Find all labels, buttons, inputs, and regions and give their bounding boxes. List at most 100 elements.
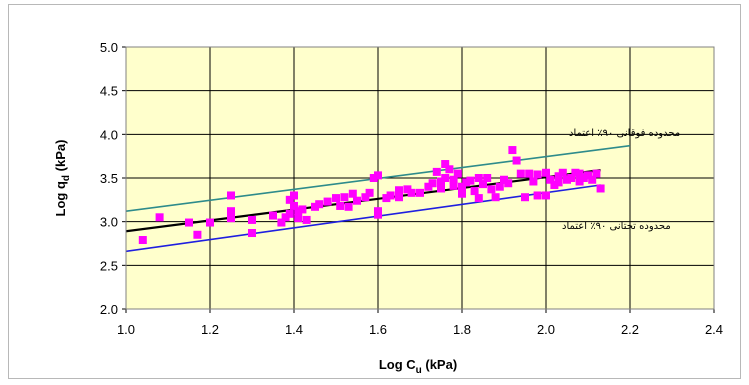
y-tick-label: 4.0 <box>100 127 118 142</box>
data-point <box>323 197 332 206</box>
data-point <box>588 175 597 184</box>
data-point <box>369 174 378 182</box>
data-point <box>290 191 298 200</box>
data-point <box>525 169 534 178</box>
data-point <box>516 169 525 178</box>
data-point <box>592 169 601 178</box>
data-point <box>458 189 466 198</box>
data-point <box>521 193 529 202</box>
y-tick-label: 2.5 <box>100 258 118 273</box>
x-tick-label: 1.6 <box>369 322 387 337</box>
data-point <box>441 160 450 169</box>
data-point <box>500 175 508 184</box>
data-point <box>344 202 353 211</box>
data-point <box>542 191 550 200</box>
data-point <box>449 181 458 190</box>
data-point <box>294 207 303 216</box>
data-point <box>491 193 500 202</box>
data-point <box>386 191 395 200</box>
x-axis-ticks: 1.0 1.2 1.4 1.6 1.8 2.0 2.2 2.4 <box>117 309 723 337</box>
data-point <box>571 168 580 177</box>
data-point <box>504 179 513 188</box>
data-point <box>269 211 277 220</box>
data-point <box>185 218 193 227</box>
data-point <box>575 177 584 186</box>
data-point <box>474 194 483 203</box>
data-point <box>437 184 445 193</box>
data-point <box>227 214 235 223</box>
data-point <box>563 175 571 184</box>
y-tick-label: 4.5 <box>100 84 118 99</box>
data-point <box>285 195 294 204</box>
data-point <box>445 165 454 174</box>
data-point <box>395 193 403 202</box>
data-point <box>474 174 483 182</box>
chart-frame: 2.0 2.5 3.0 3.5 4.0 4.5 5.0 1.0 1.2 1.4 1.6 1.8 2.0… <box>8 4 741 379</box>
data-point <box>302 215 311 224</box>
data-point <box>441 174 450 182</box>
data-point <box>374 171 382 180</box>
data-point <box>449 175 458 184</box>
data-point <box>395 186 403 195</box>
data-point <box>155 213 164 222</box>
x-tick-label: 1.0 <box>117 322 135 337</box>
data-point <box>290 201 298 210</box>
data-point <box>416 188 424 197</box>
data-point <box>554 172 563 181</box>
plot-border <box>125 46 715 310</box>
data-point <box>403 185 412 194</box>
data-point <box>315 200 324 209</box>
data-point <box>479 180 487 189</box>
data-point <box>546 175 555 184</box>
data-point <box>285 209 294 218</box>
data-point <box>332 194 340 203</box>
data-point <box>550 180 559 189</box>
x-tick-label: 2.2 <box>621 322 639 337</box>
y-tick-label: 3.5 <box>100 171 118 186</box>
data-point <box>365 188 374 197</box>
data-point <box>336 201 345 210</box>
y-tick-label: 5.0 <box>100 40 118 55</box>
data-point <box>248 215 256 224</box>
data-point <box>558 168 567 177</box>
data-point <box>294 214 303 223</box>
data-point <box>382 194 391 203</box>
data-point <box>579 174 588 182</box>
y-axis-ticks: 2.0 2.5 3.0 3.5 4.0 4.5 5.0 <box>100 40 126 317</box>
data-point <box>584 171 592 180</box>
data-point <box>533 191 542 200</box>
data-point <box>248 229 256 238</box>
data-point <box>542 168 550 177</box>
data-point <box>340 193 349 202</box>
y-tick-label: 2.0 <box>100 302 118 317</box>
data-point <box>227 191 235 200</box>
data-point <box>533 170 542 179</box>
data-point <box>361 193 370 202</box>
data-point <box>193 230 202 239</box>
data-point <box>311 202 319 211</box>
data-point <box>428 179 437 188</box>
data-point <box>424 182 433 191</box>
x-tick-label: 2.4 <box>705 322 723 337</box>
y-axis-title: Log qd (kPa) <box>53 140 72 217</box>
data-point <box>277 218 286 227</box>
data-point <box>206 218 214 227</box>
x-axis-title: Log Cu (kPa) <box>379 357 457 376</box>
data-point <box>227 207 235 216</box>
data-point <box>348 189 357 198</box>
data-point <box>554 178 563 187</box>
data-point <box>508 146 517 155</box>
data-point <box>470 187 479 196</box>
y-tick-label: 3.0 <box>100 215 118 230</box>
upper-bound-annotation: محدوده فوقانی ۹۰٪ اعتماد <box>569 128 680 139</box>
data-point <box>437 177 445 186</box>
data-point <box>353 196 361 205</box>
data-point <box>281 213 290 222</box>
data-point <box>466 176 475 185</box>
x-tick-label: 1.2 <box>201 322 219 337</box>
data-points <box>138 146 605 245</box>
data-point <box>458 182 466 191</box>
x-tick-label: 1.8 <box>453 322 471 337</box>
data-point <box>138 236 147 245</box>
lower-bound-annotation: محدوده تحتانی ۹۰٪ اعتماد <box>562 221 671 232</box>
